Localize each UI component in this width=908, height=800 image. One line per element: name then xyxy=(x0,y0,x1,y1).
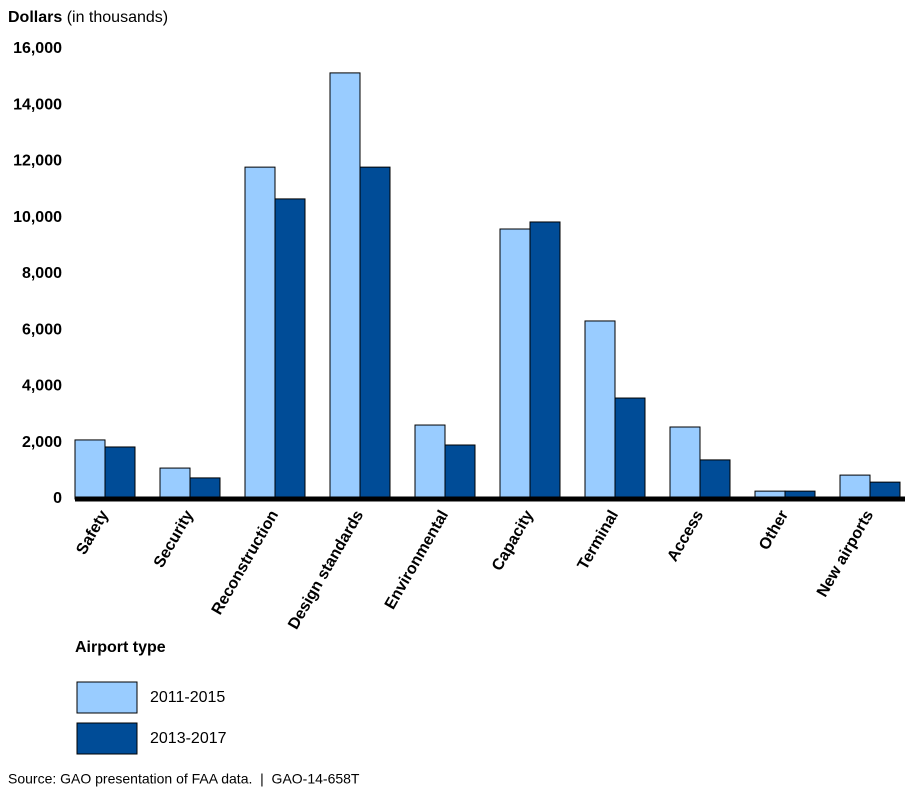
x-tick-label: Reconstruction xyxy=(209,508,282,618)
bar xyxy=(414,424,446,500)
x-tick-label: Security xyxy=(151,508,197,571)
y-tick-label: 12,000 xyxy=(13,153,62,170)
bar xyxy=(104,446,136,500)
bar xyxy=(159,467,191,500)
bar xyxy=(669,426,701,500)
y-tick-label: 0 xyxy=(53,490,62,507)
y-label-main: Dollars xyxy=(8,9,62,26)
bar xyxy=(444,444,476,500)
x-tick-label: Access xyxy=(664,508,707,565)
bar xyxy=(499,228,531,500)
y-axis-label: Dollars (in thousands) xyxy=(8,9,168,26)
y-tick-label: 10,000 xyxy=(13,209,62,226)
y-tick-label: 16,000 xyxy=(13,40,62,57)
bar xyxy=(529,221,561,500)
x-tick-label: Design standards xyxy=(285,508,367,633)
bar xyxy=(584,320,616,500)
bar xyxy=(359,166,391,500)
source: Source: GAO presentation of FAA data. | … xyxy=(8,771,360,787)
bar xyxy=(329,72,361,500)
bar xyxy=(74,439,106,500)
x-tick-label: Terminal xyxy=(575,508,622,573)
y-tick-label: 2,000 xyxy=(22,434,62,451)
bar xyxy=(869,481,901,500)
x-tick-label: Other xyxy=(756,508,792,553)
bar xyxy=(839,474,871,500)
legend-label: 2013-2017 xyxy=(150,730,227,747)
x-tick-label: Environmental xyxy=(382,508,452,613)
legend-label: 2011-2015 xyxy=(150,689,225,706)
y-tick-label: 8,000 xyxy=(22,265,62,282)
bar xyxy=(189,477,221,500)
y-tick-label: 14,000 xyxy=(13,96,62,113)
legend-title: Airport type xyxy=(75,639,166,656)
y-tick-label: 6,000 xyxy=(22,321,62,338)
bar xyxy=(699,459,731,500)
x-tick-label: Safety xyxy=(73,508,112,558)
x-tick-label: New airports xyxy=(814,508,877,601)
bar xyxy=(274,198,306,500)
bar xyxy=(614,397,646,500)
x-tick-label: Capacity xyxy=(489,508,537,574)
legend-swatch xyxy=(76,722,138,755)
y-tick-label: 4,000 xyxy=(22,378,62,395)
y-label-unit: (in thousands) xyxy=(67,9,168,26)
legend-swatch xyxy=(76,681,138,714)
bar xyxy=(244,166,276,500)
